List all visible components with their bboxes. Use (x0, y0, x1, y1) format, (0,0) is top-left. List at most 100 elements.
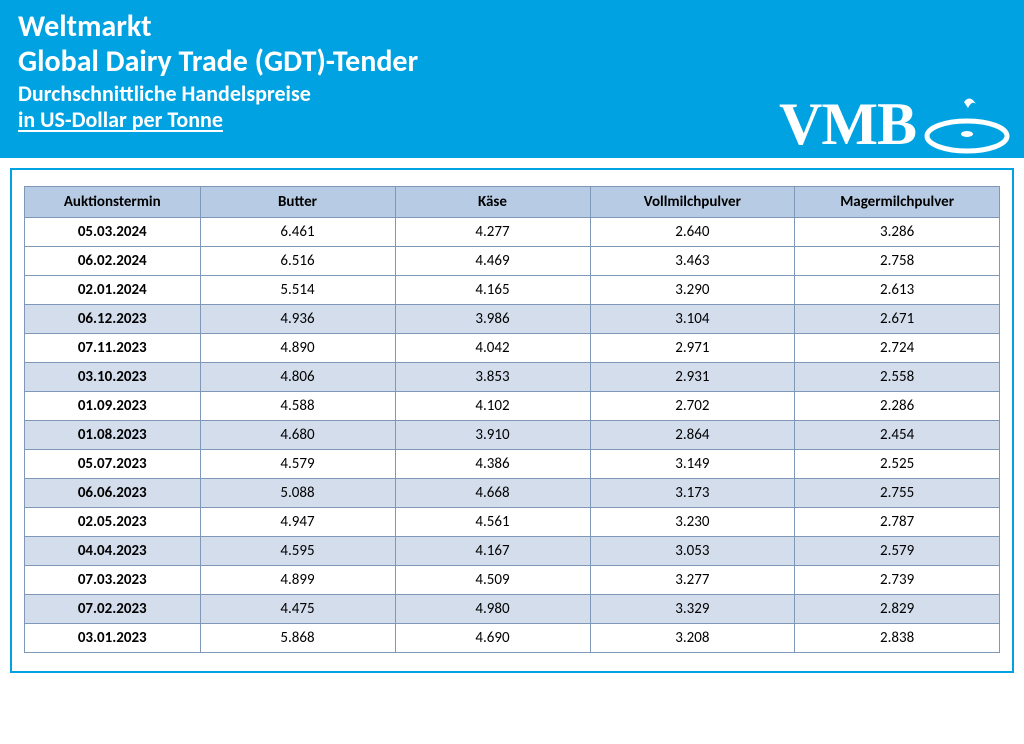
cell-value: 4.595 (200, 537, 395, 566)
table-row: 05.07.20234.5794.3863.1492.525 (25, 450, 1000, 479)
table-header-row: AuktionsterminButterKäseVollmilchpulverM… (25, 187, 1000, 218)
cell-value: 3.053 (590, 537, 795, 566)
cell-value: 2.454 (795, 421, 1000, 450)
table-body: 05.03.20246.4614.2772.6403.28606.02.2024… (25, 218, 1000, 653)
cell-value: 4.475 (200, 595, 395, 624)
cell-value: 4.680 (200, 421, 395, 450)
cell-date: 01.09.2023 (25, 392, 201, 421)
cell-value: 2.724 (795, 334, 1000, 363)
cell-value: 4.042 (395, 334, 590, 363)
cell-value: 2.739 (795, 566, 1000, 595)
cell-date: 07.11.2023 (25, 334, 201, 363)
table-row: 05.03.20246.4614.2772.6403.286 (25, 218, 1000, 247)
cell-value: 4.899 (200, 566, 395, 595)
table-row: 02.01.20245.5144.1653.2902.613 (25, 276, 1000, 305)
cell-value: 2.758 (795, 247, 1000, 276)
cell-value: 4.980 (395, 595, 590, 624)
cell-date: 01.08.2023 (25, 421, 201, 450)
cell-value: 4.561 (395, 508, 590, 537)
col-header-3: Vollmilchpulver (590, 187, 795, 218)
cell-value: 4.890 (200, 334, 395, 363)
cell-value: 3.277 (590, 566, 795, 595)
col-header-2: Käse (395, 187, 590, 218)
table-row: 06.02.20246.5164.4693.4632.758 (25, 247, 1000, 276)
cell-value: 4.588 (200, 392, 395, 421)
table-row: 01.09.20234.5884.1022.7022.286 (25, 392, 1000, 421)
cell-value: 4.509 (395, 566, 590, 595)
cell-value: 6.461 (200, 218, 395, 247)
page-header: Weltmarkt Global Dairy Trade (GDT)-Tende… (0, 0, 1024, 158)
cell-value: 2.702 (590, 392, 795, 421)
cell-value: 4.668 (395, 479, 590, 508)
cell-date: 02.01.2024 (25, 276, 201, 305)
table-row: 07.11.20234.8904.0422.9712.724 (25, 334, 1000, 363)
cell-date: 03.10.2023 (25, 363, 201, 392)
header-line-2: Global Dairy Trade (GDT)-Tender (18, 45, 1006, 80)
cell-value: 2.286 (795, 392, 1000, 421)
table-head: AuktionsterminButterKäseVollmilchpulverM… (25, 187, 1000, 218)
cell-value: 2.838 (795, 624, 1000, 653)
table-frame: AuktionsterminButterKäseVollmilchpulverM… (10, 168, 1014, 673)
cell-value: 4.386 (395, 450, 590, 479)
col-header-0: Auktionstermin (25, 187, 201, 218)
cell-value: 4.579 (200, 450, 395, 479)
cell-value: 6.516 (200, 247, 395, 276)
content-area: AuktionsterminButterKäseVollmilchpulverM… (0, 158, 1024, 683)
cell-value: 4.165 (395, 276, 590, 305)
cell-value: 2.829 (795, 595, 1000, 624)
table-row: 06.06.20235.0884.6683.1732.755 (25, 479, 1000, 508)
cell-value: 2.671 (795, 305, 1000, 334)
logo: VMB (779, 94, 1010, 154)
cell-date: 05.03.2024 (25, 218, 201, 247)
cell-value: 4.102 (395, 392, 590, 421)
table-row: 03.01.20235.8684.6903.2082.838 (25, 624, 1000, 653)
cell-value: 2.755 (795, 479, 1000, 508)
cell-value: 3.986 (395, 305, 590, 334)
cell-value: 5.514 (200, 276, 395, 305)
cell-value: 2.558 (795, 363, 1000, 392)
table-row: 03.10.20234.8063.8532.9312.558 (25, 363, 1000, 392)
table-row: 07.02.20234.4754.9803.3292.829 (25, 595, 1000, 624)
cell-value: 4.806 (200, 363, 395, 392)
cell-value: 4.167 (395, 537, 590, 566)
cell-value: 3.286 (795, 218, 1000, 247)
logo-text: VMB (779, 94, 916, 154)
cell-value: 3.853 (395, 363, 590, 392)
cell-value: 4.277 (395, 218, 590, 247)
cell-date: 03.01.2023 (25, 624, 201, 653)
cell-value: 2.971 (590, 334, 795, 363)
cell-date: 04.04.2023 (25, 537, 201, 566)
col-header-4: Magermilchpulver (795, 187, 1000, 218)
cell-date: 06.12.2023 (25, 305, 201, 334)
cell-value: 2.579 (795, 537, 1000, 566)
cell-value: 3.173 (590, 479, 795, 508)
cell-date: 06.02.2024 (25, 247, 201, 276)
cell-value: 4.690 (395, 624, 590, 653)
prices-table: AuktionsterminButterKäseVollmilchpulverM… (24, 186, 1000, 653)
col-header-1: Butter (200, 187, 395, 218)
cell-value: 3.290 (590, 276, 795, 305)
cell-value: 2.931 (590, 363, 795, 392)
cell-value: 4.469 (395, 247, 590, 276)
cell-value: 5.088 (200, 479, 395, 508)
cell-date: 06.06.2023 (25, 479, 201, 508)
cell-date: 07.02.2023 (25, 595, 201, 624)
table-row: 07.03.20234.8994.5093.2772.739 (25, 566, 1000, 595)
table-row: 06.12.20234.9363.9863.1042.671 (25, 305, 1000, 334)
cell-date: 02.05.2023 (25, 508, 201, 537)
cell-date: 07.03.2023 (25, 566, 201, 595)
cell-value: 4.936 (200, 305, 395, 334)
cell-value: 3.230 (590, 508, 795, 537)
cell-value: 3.463 (590, 247, 795, 276)
cell-value: 3.149 (590, 450, 795, 479)
cell-value: 2.525 (795, 450, 1000, 479)
table-row: 04.04.20234.5954.1673.0532.579 (25, 537, 1000, 566)
cell-value: 3.910 (395, 421, 590, 450)
cell-date: 05.07.2023 (25, 450, 201, 479)
logo-swirl-icon (924, 94, 1010, 154)
cell-value: 2.787 (795, 508, 1000, 537)
cell-value: 4.947 (200, 508, 395, 537)
cell-value: 3.329 (590, 595, 795, 624)
table-row: 01.08.20234.6803.9102.8642.454 (25, 421, 1000, 450)
cell-value: 2.864 (590, 421, 795, 450)
